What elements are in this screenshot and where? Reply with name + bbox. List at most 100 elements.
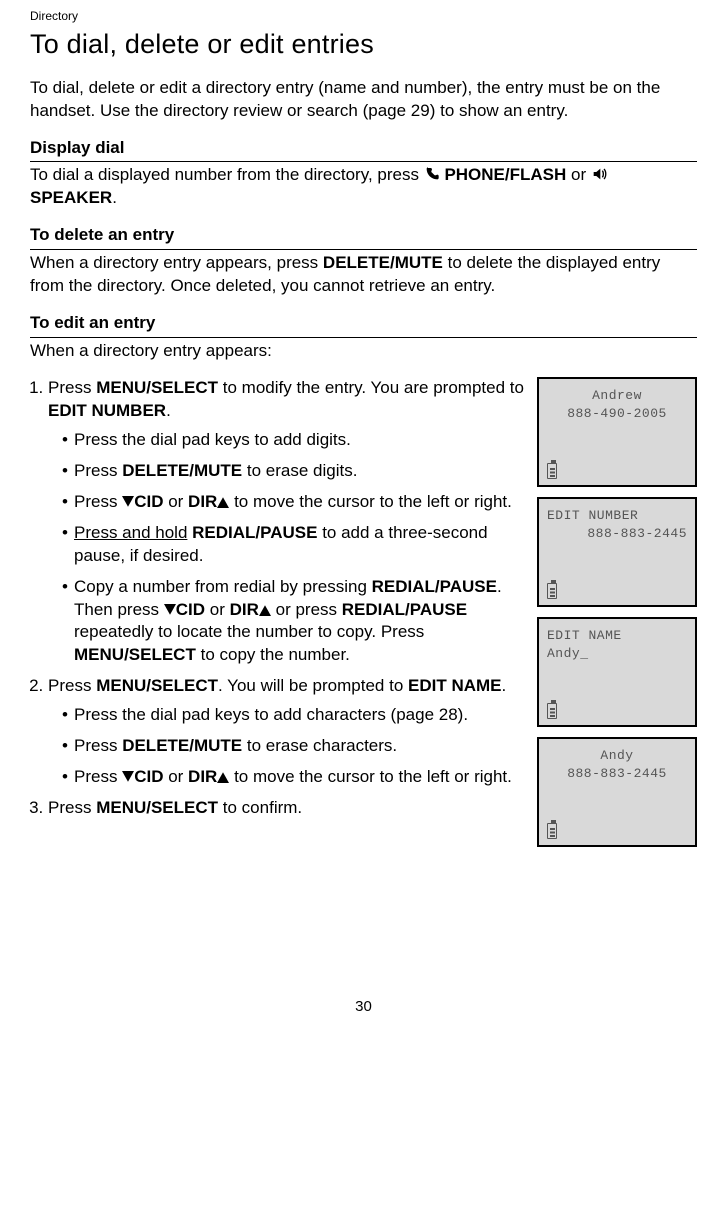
delete-body: When a directory entry appears, press DE…: [30, 252, 697, 298]
bullet: Press CID or DIR to move the cursor to t…: [62, 491, 525, 514]
text: To dial a displayed number from the dire…: [30, 165, 424, 184]
phone-flash-label-a: PHONE/: [444, 165, 509, 184]
cid-label: CID: [134, 492, 163, 511]
menu-select-label-b: /SELECT: [146, 378, 218, 397]
menu-select-label-b: /SELECT: [124, 645, 196, 664]
press-and-hold: Press and hold: [74, 523, 187, 542]
text: Press: [48, 676, 96, 695]
edit-number-label: EDIT NUMBER: [48, 401, 166, 420]
speaker-icon: [591, 166, 607, 182]
text: or: [571, 165, 591, 184]
down-triangle-icon: [164, 604, 176, 616]
battery-icon: [547, 463, 557, 479]
text: to move the cursor to the left or right.: [234, 767, 512, 786]
text: . You will be prompted to: [218, 676, 408, 695]
text: repeatedly to locate the number to copy.…: [74, 622, 424, 641]
bullet: Press the dial pad keys to add character…: [62, 704, 525, 727]
steps-column: Press MENU/SELECT to modify the entry. Y…: [30, 377, 525, 857]
menu-select-label-a: MENU: [96, 676, 146, 695]
text: or press: [276, 600, 342, 619]
edit-intro: When a directory entry appears:: [30, 340, 697, 363]
battery-icon: [547, 823, 557, 839]
lcd-line: 888-490-2005: [547, 405, 687, 423]
section-eyebrow: Directory: [30, 8, 697, 24]
lcd-line: 888-883-2445: [547, 765, 687, 783]
step-3: Press MENU/SELECT to confirm.: [48, 797, 525, 820]
bullet: Copy a number from redial by pressing RE…: [62, 576, 525, 668]
text: Press: [48, 378, 96, 397]
up-triangle-icon: [217, 771, 229, 783]
dir-label: DIR: [230, 600, 259, 619]
subhead-edit: To edit an entry: [30, 312, 697, 338]
display-dial-body: To dial a displayed number from the dire…: [30, 164, 697, 210]
text: to erase characters.: [247, 736, 397, 755]
text: When a directory entry appears, press: [30, 253, 323, 272]
text: .: [112, 188, 117, 207]
lcd-line: Andy: [547, 747, 687, 765]
text: or: [210, 600, 230, 619]
text: to modify the entry. You are prompted to: [223, 378, 524, 397]
bullet: Press the dial pad keys to add digits.: [62, 429, 525, 452]
text: Copy a number from redial by pressing: [74, 577, 372, 596]
lcd-line: EDIT NUMBER: [547, 507, 687, 525]
subhead-delete: To delete an entry: [30, 224, 697, 250]
text: .: [166, 401, 171, 420]
lcd-screen-1: Andrew 888-490-2005: [537, 377, 697, 487]
redial-pause-label-b: PAUSE: [440, 577, 497, 596]
text: Press: [48, 798, 96, 817]
text: Press: [74, 736, 122, 755]
lcd-column: Andrew 888-490-2005 EDIT NUMBER 888-883-…: [537, 377, 697, 857]
delete-mute-label-a: DELETE/: [122, 736, 194, 755]
lcd-line: Andy_: [547, 645, 687, 663]
lcd-line: 888-883-2445: [547, 525, 687, 543]
intro-paragraph: To dial, delete or edit a directory entr…: [30, 77, 697, 123]
up-triangle-icon: [217, 496, 229, 508]
text: to confirm.: [223, 798, 302, 817]
delete-mute-label-a: DELETE/: [122, 461, 194, 480]
menu-select-label-a: MENU: [96, 378, 146, 397]
speaker-label: SPEAKER: [30, 188, 112, 207]
steps-list: Press MENU/SELECT to modify the entry. Y…: [30, 377, 525, 820]
page-number: 30: [30, 997, 697, 1017]
redial-pause-label-b: PAUSE: [260, 523, 317, 542]
redial-pause-label-a: REDIAL/: [342, 600, 410, 619]
dir-label: DIR: [188, 767, 217, 786]
delete-mute-label-b: MUTE: [395, 253, 443, 272]
text: .: [502, 676, 507, 695]
lcd-screen-3: EDIT NAME Andy_: [537, 617, 697, 727]
text: or: [168, 767, 188, 786]
cid-label: CID: [176, 600, 205, 619]
menu-select-label-b: /SELECT: [146, 676, 218, 695]
lcd-screen-4: Andy 888-883-2445: [537, 737, 697, 847]
text: Press: [74, 461, 122, 480]
edit-name-label: EDIT NAME: [408, 676, 502, 695]
delete-mute-label-b: MUTE: [194, 461, 242, 480]
menu-select-label-b: /SELECT: [146, 798, 218, 817]
delete-mute-label-a: DELETE/: [323, 253, 395, 272]
step2-bullets: Press the dial pad keys to add character…: [48, 704, 525, 789]
bullet: Press DELETE/MUTE to erase digits.: [62, 460, 525, 483]
text: Press: [74, 492, 122, 511]
lcd-line: EDIT NAME: [547, 627, 687, 645]
down-triangle-icon: [122, 771, 134, 783]
step1-bullets: Press the dial pad keys to add digits. P…: [48, 429, 525, 667]
bullet: Press DELETE/MUTE to erase characters.: [62, 735, 525, 758]
dir-label: DIR: [188, 492, 217, 511]
menu-select-label-a: MENU: [96, 798, 146, 817]
lcd-screen-2: EDIT NUMBER 888-883-2445: [537, 497, 697, 607]
redial-pause-label-b: PAUSE: [410, 600, 467, 619]
redial-pause-label-a: REDIAL/: [372, 577, 440, 596]
step-2: Press MENU/SELECT. You will be prompted …: [48, 675, 525, 789]
delete-mute-label-b: MUTE: [194, 736, 242, 755]
text: to move the cursor to the left or right.: [234, 492, 512, 511]
menu-select-label-a: MENU: [74, 645, 124, 664]
phone-icon: [424, 166, 440, 182]
text: Press: [74, 767, 122, 786]
down-triangle-icon: [122, 496, 134, 508]
bullet: Press and hold REDIAL/PAUSE to add a thr…: [62, 522, 525, 568]
cid-label: CID: [134, 767, 163, 786]
up-triangle-icon: [259, 604, 271, 616]
text: to erase digits.: [247, 461, 358, 480]
lcd-line: Andrew: [547, 387, 687, 405]
text: to copy the number.: [201, 645, 350, 664]
